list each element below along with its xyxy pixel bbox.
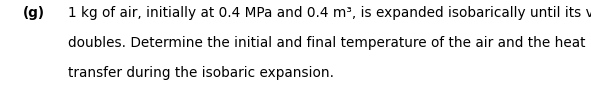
Text: (g): (g) — [22, 6, 44, 20]
Text: transfer during the isobaric expansion.: transfer during the isobaric expansion. — [68, 66, 334, 80]
Text: 1 kg of air, initially at 0.4 MPa and 0.4 m³, is expanded isobarically until its: 1 kg of air, initially at 0.4 MPa and 0.… — [68, 6, 591, 20]
Text: doubles. Determine the initial and final temperature of the air and the heat: doubles. Determine the initial and final… — [68, 36, 586, 50]
